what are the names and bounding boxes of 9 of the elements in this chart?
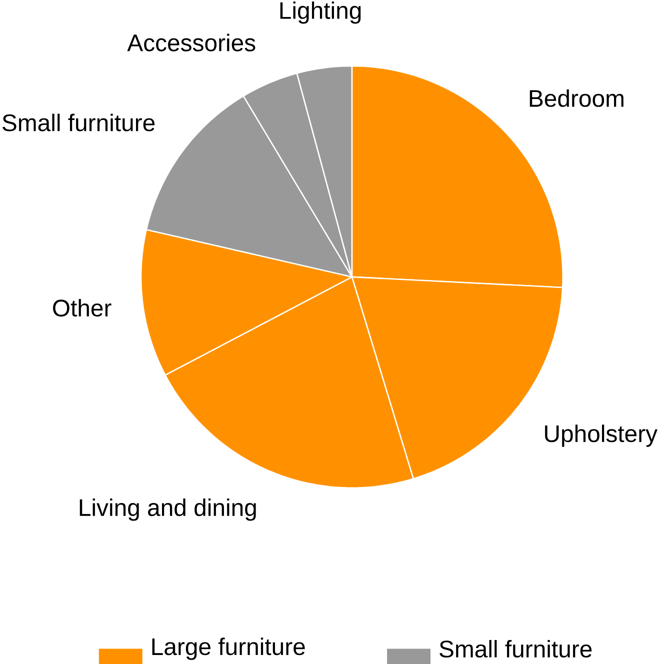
slice-label: Other bbox=[53, 299, 112, 317]
slice-label: Upholstery bbox=[545, 424, 658, 447]
slice-label: Small furniture bbox=[2, 114, 155, 132]
text: Large furniture bbox=[152, 638, 305, 660]
slice-label: Accessories bbox=[127, 34, 256, 52]
slice-label: Lighting bbox=[280, 1, 361, 24]
slice-label: Bedroom bbox=[530, 89, 624, 107]
slice-label: Living and dining bbox=[80, 498, 256, 521]
text: Small furniture bbox=[440, 640, 592, 658]
